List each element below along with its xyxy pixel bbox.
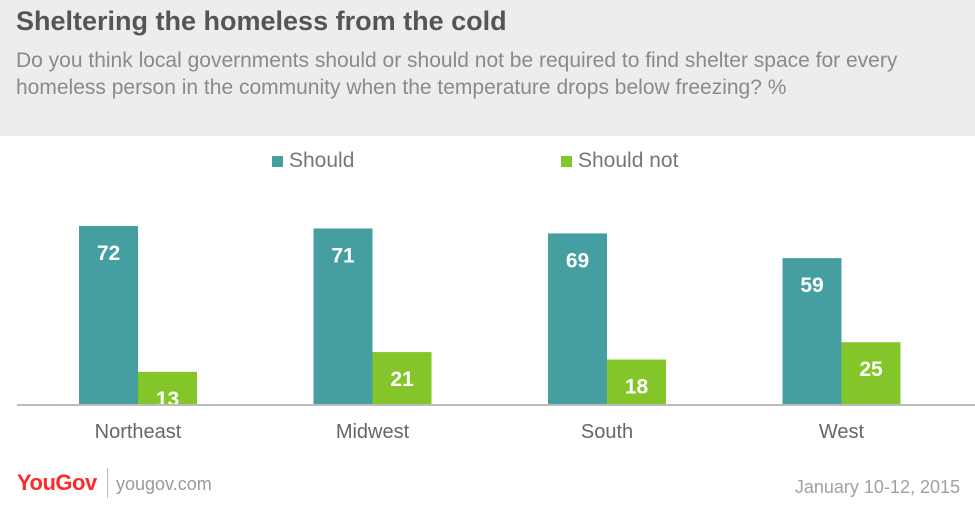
data-label-should-not-midwest: 21 (390, 368, 414, 391)
bar-should-west (782, 258, 842, 404)
legend-swatch-should-not (561, 155, 572, 167)
data-label-should-northeast: 72 (97, 242, 120, 265)
legend-item-should: Should (272, 149, 354, 173)
legend-swatch-should (272, 155, 283, 167)
bar-should-not-west (841, 342, 901, 404)
category-label-northeast: Northeast (95, 421, 182, 443)
bar-should-northeast (79, 226, 138, 404)
data-label-should-midwest: 71 (331, 244, 355, 267)
bar-should-not-midwest (372, 352, 432, 404)
category-label-west: West (819, 421, 865, 443)
legend-label-should: Should (289, 149, 355, 172)
bar-should-not-south (607, 359, 666, 404)
chart-title: Sheltering the homeless from the cold (16, 6, 507, 36)
legend-label-should-not: Should not (578, 149, 679, 172)
bar-should-south (548, 233, 607, 404)
legend-item-should-not: Should not (561, 149, 678, 173)
chart-header: Sheltering the homeless from the cold Do… (0, 0, 975, 136)
bar-should-not-northeast (138, 371, 197, 404)
yougov-logo: YouGov (17, 470, 97, 495)
footer-site: yougov.com (116, 474, 212, 494)
chart-subtitle: Do you think local governments should or… (16, 49, 898, 99)
footer-divider (107, 468, 108, 498)
data-label-should-not-south: 18 (625, 376, 649, 399)
bar-should-midwest (313, 228, 373, 404)
category-label-south: South (581, 421, 633, 443)
data-label-should-not-west: 25 (859, 358, 883, 381)
chart-legend: Should Should not (0, 149, 975, 179)
data-label-should-not-northeast: 13 (156, 388, 179, 411)
footer-date: January 10-12, 2015 (794, 477, 960, 497)
category-label-midwest: Midwest (336, 421, 410, 443)
data-label-should-west: 59 (800, 274, 823, 297)
data-label-should-south: 69 (566, 249, 589, 272)
